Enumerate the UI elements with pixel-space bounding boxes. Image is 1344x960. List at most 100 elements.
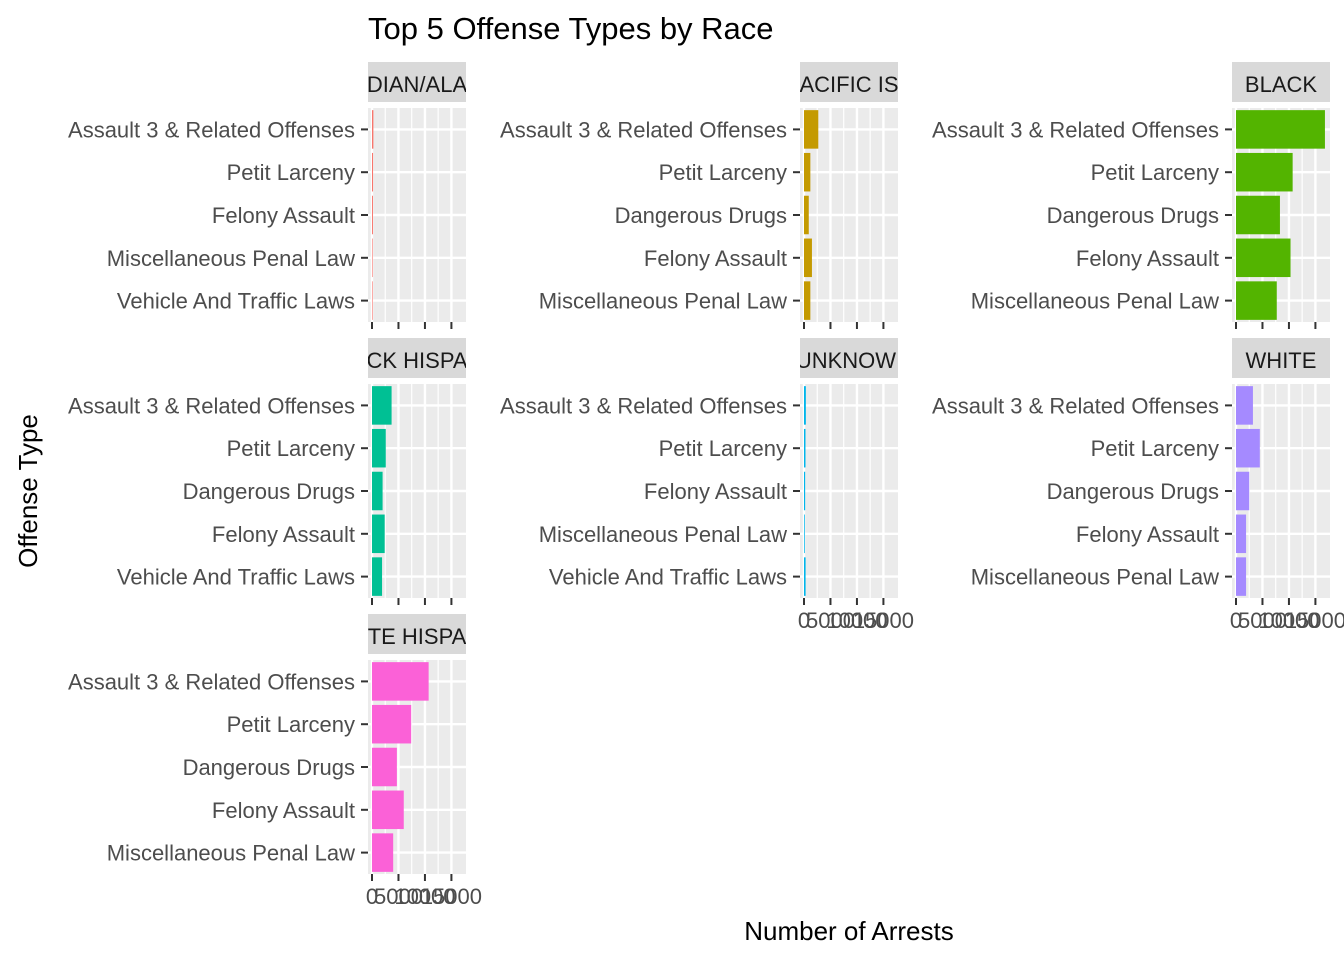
bar	[372, 195, 373, 235]
facet-strip-label: TE HISPA	[368, 624, 467, 649]
bar	[372, 704, 412, 744]
facet-strip-label: BLACK	[1245, 72, 1317, 97]
y-tick-label: Assault 3 & Related Offenses	[68, 393, 355, 418]
x-tick-label: 5000	[374, 884, 423, 909]
facet-strip	[368, 614, 466, 654]
facet-plot: Assault 3 & Related Offenses Petit Larcen…	[68, 660, 482, 909]
bar	[372, 110, 374, 149]
y-tick-label: Miscellaneous Penal Law	[539, 522, 787, 547]
y-tick-label: Vehicle And Traffic Laws	[549, 565, 787, 590]
y-tick-label: Assault 3 & Related Offenses	[500, 393, 787, 418]
bar	[372, 747, 397, 787]
x-tick-label: 5000	[806, 608, 855, 633]
bar	[372, 428, 386, 468]
bar	[1236, 514, 1247, 554]
x-tick-label: 5000	[1238, 608, 1287, 633]
bar	[372, 152, 374, 192]
x-tick-label: 15000	[421, 884, 482, 909]
facet-strip	[368, 62, 466, 102]
y-tick-label: Dangerous Drugs	[183, 755, 355, 780]
x-tick-label: 10000	[394, 884, 455, 909]
x-axis-title: Number of Arrests	[744, 916, 954, 946]
y-tick-label: Assault 3 & Related Offenses	[68, 117, 355, 142]
bar	[1236, 471, 1250, 511]
facet-panel: DIAN/ALA Assault 3 & Related Offenses Peti…	[68, 62, 468, 329]
bar	[372, 386, 392, 425]
y-tick-label: Dangerous Drugs	[615, 203, 787, 228]
bar	[1236, 281, 1277, 320]
y-tick-label: Vehicle And Traffic Laws	[117, 565, 355, 590]
y-tick-label: Felony Assault	[212, 798, 355, 823]
bar	[1236, 110, 1325, 149]
facet-strip-label: DIAN/ALA	[367, 72, 468, 97]
x-tick-label: 10000	[1258, 608, 1319, 633]
facet-plot: Assault 3 & Related Offenses Petit Larcen…	[932, 108, 1330, 329]
y-tick-label: Petit Larceny	[227, 436, 355, 461]
bar	[1236, 557, 1247, 596]
bar	[372, 790, 404, 830]
bar	[372, 833, 394, 872]
bar	[804, 281, 811, 320]
facet-plot: Assault 3 & Related Offenses Petit Larcen…	[68, 384, 466, 605]
facet-panels: DIAN/ALA Assault 3 & Related Offenses Peti…	[68, 62, 1344, 909]
bar	[1236, 386, 1253, 425]
y-tick-label: Miscellaneous Penal Law	[971, 565, 1219, 590]
bar	[372, 238, 373, 278]
y-tick-label: Petit Larceny	[1091, 160, 1219, 185]
bar	[804, 428, 806, 468]
x-tick-label: 0	[1230, 608, 1242, 633]
bar	[372, 557, 383, 596]
y-tick-label: Petit Larceny	[227, 160, 355, 185]
bar	[372, 662, 429, 701]
y-tick-label: Assault 3 & Related Offenses	[500, 117, 787, 142]
x-tick-label: 10000	[826, 608, 887, 633]
y-tick-label: Miscellaneous Penal Law	[971, 289, 1219, 314]
facet-plot: Assault 3 & Related Offenses Petit Larcen…	[932, 384, 1344, 633]
y-tick-label: Felony Assault	[212, 522, 355, 547]
bar	[804, 238, 812, 278]
y-tick-label: Dangerous Drugs	[1047, 203, 1219, 228]
y-tick-label: Assault 3 & Related Offenses	[932, 393, 1219, 418]
y-tick-label: Dangerous Drugs	[183, 479, 355, 504]
x-tick-label: 15000	[853, 608, 914, 633]
facet-strip	[800, 338, 898, 378]
y-tick-label: Vehicle And Traffic Laws	[117, 289, 355, 314]
facet-panel: BLACK Assault 3 & Related Offenses Petit L…	[932, 62, 1330, 329]
y-tick-label: Felony Assault	[212, 203, 355, 228]
facet-strip	[368, 338, 466, 378]
y-tick-label: Petit Larceny	[1091, 436, 1219, 461]
y-tick-label: Felony Assault	[644, 246, 787, 271]
y-tick-label: Dangerous Drugs	[1047, 479, 1219, 504]
facet-panel: TE HISPA Assault 3 & Related Offenses Peti…	[68, 614, 482, 909]
facet-strip	[1232, 338, 1330, 378]
facet-strip-label: WHITE	[1246, 348, 1317, 373]
facet-panel: UNKNOWI Assault 3 & Related Offenses Petit…	[500, 338, 914, 633]
y-tick-label: Miscellaneous Penal Law	[539, 289, 787, 314]
bar	[804, 195, 809, 235]
bar	[804, 514, 805, 554]
bar	[804, 471, 806, 511]
facet-strip-label: CK HISPA	[366, 348, 467, 373]
y-tick-label: Felony Assault	[1076, 522, 1219, 547]
bar	[1236, 195, 1280, 235]
y-tick-label: Petit Larceny	[659, 160, 787, 185]
y-tick-label: Miscellaneous Penal Law	[107, 246, 355, 271]
facet-panel: ACIFIC IS Assault 3 & Related Offenses Pet…	[500, 62, 898, 329]
bar	[804, 152, 811, 192]
facet-strip	[1232, 62, 1330, 102]
x-tick-label: 0	[798, 608, 810, 633]
bar	[804, 386, 806, 425]
facet-strip-label: ACIFIC IS	[799, 72, 898, 97]
bar	[1236, 238, 1291, 278]
bar	[372, 281, 373, 320]
facet-plot: Assault 3 & Related Offenses Petit Larcen…	[500, 384, 914, 633]
bar	[372, 514, 385, 554]
chart-title: Top 5 Offense Types by Race	[368, 11, 774, 46]
bar	[804, 557, 806, 596]
y-tick-label: Assault 3 & Related Offenses	[932, 117, 1219, 142]
y-tick-label: Petit Larceny	[659, 436, 787, 461]
y-axis-title: Offense Type	[13, 414, 43, 568]
facet-strip-label: UNKNOWI	[796, 348, 902, 373]
y-tick-label: Felony Assault	[644, 479, 787, 504]
